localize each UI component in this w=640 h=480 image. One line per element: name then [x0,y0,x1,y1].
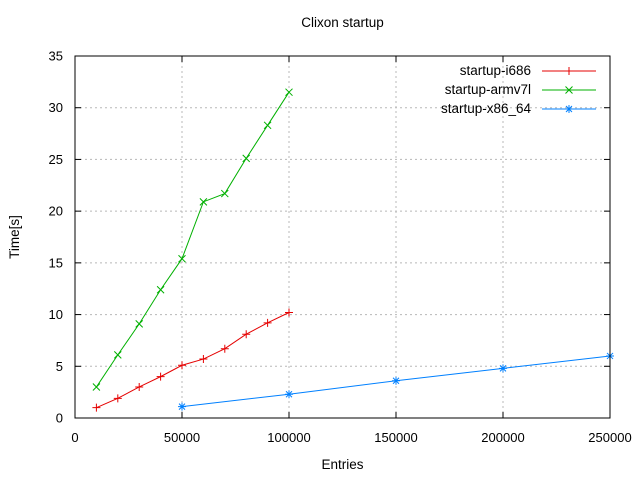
tick-labels: 0 50000 100000 150000 200000 250000 0 5 10 15 20 25… [49,49,632,446]
x-tick-label: 100000 [267,430,310,445]
legend: startup-i686 startup-armv7l startup-x86_… [441,61,597,118]
y-tick-label: 30 [49,100,63,115]
data-point-startup-i686 [156,372,165,381]
y-tick-label: 5 [56,359,63,374]
data-point-startup-armv7l [285,88,293,97]
data-point-startup-i686 [199,355,208,364]
data-point-startup-armv7l [199,197,208,206]
legend-sample-glyph [542,85,596,94]
data-point-startup-i686 [92,403,101,412]
y-tick-label: 20 [49,204,63,219]
x-tick-label: 150000 [374,430,417,445]
legend-label: startup-armv7l [444,82,531,97]
y-tick-label: 15 [49,255,63,270]
data-point-startup-armv7l [135,320,144,328]
y-tick-label: 10 [49,307,63,322]
legend-sample-line-startup-x86_64 [542,104,596,113]
legend-label: startup-x86_64 [440,101,531,116]
data-point-startup-i686 [263,318,272,327]
data-point-startup-armv7l [113,351,122,359]
data-point-startup-i686 [178,361,186,370]
y-tick-label: 25 [49,152,63,167]
legend-sample-glyph [542,104,596,113]
data-point-startup-x86_64 [178,402,186,411]
x-tick-label: 200000 [481,430,524,445]
data-point-startup-i686 [113,394,122,403]
data-point-startup-armv7l [156,285,165,294]
x-tick-label: 0 [71,430,78,445]
data-point-startup-i686 [220,344,229,353]
data-point-startup-x86_64 [392,376,400,385]
data-point-startup-i686 [242,330,251,339]
chart-title: Clixon startup [301,15,384,30]
data-point-startup-armv7l [220,189,229,198]
legend-sample-marker [565,104,573,113]
series-line-startup-i686 [96,312,290,409]
legend-label: startup-i686 [459,63,531,78]
legend-item-startup-armv7l: startup-armv7l [441,80,597,99]
series-line-startup-armv7l [95,91,290,388]
data-point-startup-i686 [285,308,293,317]
legend-sample-line-startup-armv7l [542,85,596,94]
data-point-startup-i686 [135,382,144,391]
series-startup-i686 [92,308,293,412]
y-tick-label: 0 [56,411,63,426]
x-tick-label: 50000 [164,430,200,445]
data-point-startup-armv7l [178,254,186,263]
legend-sample-marker [565,85,573,94]
data-point-startup-armv7l [242,154,251,163]
x-tick-label: 250000 [588,430,631,445]
series-startup-armv7l [92,88,293,391]
data-point-startup-x86_64 [285,390,293,399]
legend-item-startup-x86_64: startup-x86_64 [441,99,597,118]
y-tick-label: 35 [49,49,63,64]
data-point-startup-armv7l [263,121,272,130]
data-point-startup-x86_64 [499,364,507,373]
plot-border [74,55,611,419]
data-point-startup-armv7l [92,383,101,391]
legend-sample-glyph [542,66,596,75]
legend-item-startup-i686: startup-i686 [441,61,597,80]
x-axis-label: Entries [321,457,364,472]
legend-sample-marker [565,66,573,75]
legend-sample-line-startup-i686 [542,66,596,75]
